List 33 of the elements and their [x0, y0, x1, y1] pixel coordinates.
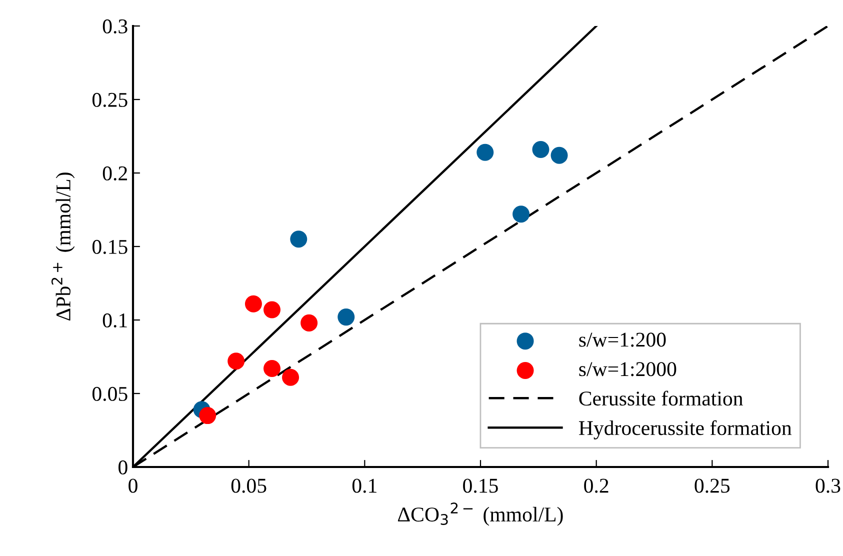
x-axis-title: ΔCO$_{3}$$^{2−}$ (mmol/L)	[398, 502, 563, 526]
point	[532, 140, 550, 158]
legend-label: s/w=1:200	[579, 332, 666, 347]
point	[263, 301, 281, 318]
point	[244, 295, 262, 312]
y-axis-title: ΔPb$^{2+}$ (mmol/L)	[51, 172, 75, 320]
x-tick-label: 0.15	[463, 478, 498, 493]
x-tick-label: 0.1	[352, 478, 376, 493]
point	[228, 352, 245, 370]
point	[282, 368, 300, 386]
y-tick-label: 0.1	[102, 313, 127, 328]
point	[199, 407, 216, 424]
y-tick-label: 0.2	[102, 166, 127, 181]
y-tick-label: 0	[118, 460, 128, 474]
x-tick-label: 0.25	[694, 478, 730, 493]
legend-label: Hydrocerussite formation	[578, 420, 792, 440]
y-tick-label: 0.05	[92, 386, 128, 402]
legend-label: s/w=1:2000	[579, 362, 676, 376]
y-tick-label: 0.15	[92, 240, 128, 254]
x-tick-label: 0	[128, 478, 138, 493]
x-tick-label: 0.2	[584, 478, 608, 493]
legend-label: Cerussite formation	[579, 390, 743, 406]
point	[300, 314, 318, 332]
point	[290, 230, 308, 248]
point	[476, 144, 494, 161]
x-tick-label: 0.3	[816, 478, 840, 493]
point	[263, 360, 281, 378]
point	[512, 206, 530, 223]
y-tick-label: 0.3	[102, 19, 128, 34]
x-tick-label: 0.05	[231, 478, 266, 493]
y-tick-label: 0.25	[92, 92, 128, 108]
point	[338, 308, 355, 326]
point	[550, 146, 568, 164]
